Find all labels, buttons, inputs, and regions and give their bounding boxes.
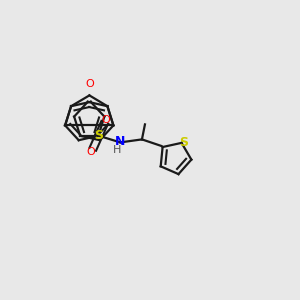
Text: H: H — [113, 145, 122, 155]
Text: O: O — [85, 79, 94, 89]
Text: O: O — [102, 115, 111, 125]
Text: O: O — [87, 147, 96, 157]
Text: S: S — [94, 129, 103, 142]
Text: N: N — [115, 135, 125, 148]
Text: S: S — [179, 136, 188, 149]
